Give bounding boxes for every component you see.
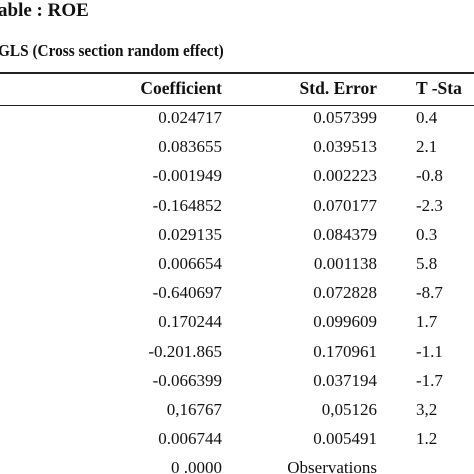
std-error-cell: 0.037194: [313, 371, 377, 390]
std-error-cell: 0.057399: [313, 108, 377, 127]
std-error-cell: 0.005491: [313, 429, 377, 448]
t-stat-cell: 2.1: [416, 137, 438, 156]
std-error-cell: 0.170961: [313, 342, 377, 361]
t-stat-cell: 0.4: [416, 108, 438, 127]
coefficient-cell: -0.640697: [152, 283, 222, 302]
coefficient-cell: -0.001949: [152, 166, 222, 185]
t-stat-cell: 3,2: [416, 400, 438, 419]
t-stat-cell: -1.1: [416, 342, 443, 361]
std-error-cell: 0.084379: [313, 225, 377, 244]
header-coefficient: Coefficient: [140, 78, 222, 98]
table-top-rule: [0, 72, 474, 74]
coefficient-cell: 0.024717: [158, 108, 222, 127]
t-stat-cell: -0.8: [416, 166, 443, 185]
coefficient-cell: 0.029135: [158, 225, 222, 244]
model-subtitle: GLS (Cross section random effect): [0, 41, 224, 60]
t-stat-cell: -1.7: [416, 371, 443, 390]
coefficient-cell: -0.201.865: [148, 342, 222, 361]
header-rule: [0, 105, 474, 106]
table-title: able : ROE: [0, 0, 89, 21]
std-error-cell: 0.070177: [313, 196, 377, 215]
t-stat-cell: 1.7: [416, 312, 438, 331]
coefficient-cell: 0.006654: [158, 254, 222, 273]
t-stat-cell: 1.2: [416, 429, 438, 448]
coefficient-cell: 0.083655: [158, 137, 222, 156]
coefficient-cell: 0,16767: [166, 400, 222, 419]
header-t-stat: T -Sta: [416, 78, 462, 98]
coefficient-cell: 0.006744: [158, 429, 222, 448]
t-stat-cell: -8.7: [416, 283, 443, 302]
coefficient-cell: -0.066399: [152, 371, 222, 390]
t-stat-cell: -2.3: [416, 196, 443, 215]
std-error-cell: 0.039513: [313, 137, 377, 156]
std-error-cell: 0.099609: [313, 312, 377, 331]
std-error-cell: 0.072828: [313, 283, 377, 302]
t-stat-cell: 5.8: [416, 254, 438, 273]
std-error-cell: 0.002223: [313, 166, 377, 185]
std-error-cell: 0,05126: [321, 400, 377, 419]
header-std-error: Std. Error: [299, 78, 377, 98]
std-error-cell: Observations: [287, 458, 377, 474]
coefficient-cell: 0 .0000: [171, 458, 222, 474]
t-stat-cell: 0.3: [416, 225, 438, 244]
coefficient-cell: -0.164852: [152, 196, 222, 215]
coefficient-cell: 0.170244: [158, 312, 222, 331]
std-error-cell: 0.001138: [313, 254, 377, 273]
